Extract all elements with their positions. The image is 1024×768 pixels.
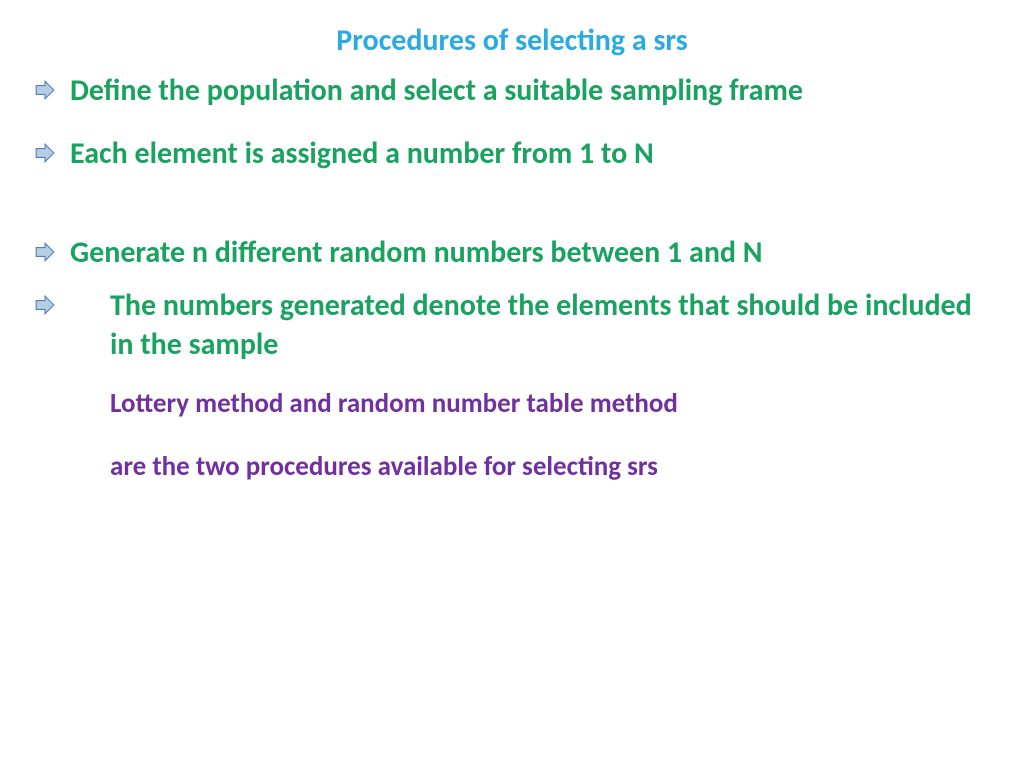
bullet-text: Define the population and select a suita…: [70, 71, 803, 110]
footer-block: Lottery method and random number table m…: [0, 386, 1024, 484]
arrow-bullet-icon: [34, 294, 56, 316]
bullet-list: Define the population and select a suita…: [0, 71, 1024, 364]
footer-line-1: Lottery method and random number table m…: [110, 386, 964, 421]
bullet-text: Generate n different random numbers betw…: [70, 233, 763, 272]
bullet-item: Generate n different random numbers betw…: [0, 233, 1024, 272]
slide-title: Procedures of selecting a srs: [0, 0, 1024, 71]
footer-line-2: are the two procedures available for sel…: [110, 449, 964, 484]
arrow-bullet-icon: [34, 241, 56, 263]
arrow-bullet-icon: [34, 142, 56, 164]
bullet-item: Each element is assigned a number from 1…: [0, 134, 1024, 173]
bullet-item: Define the population and select a suita…: [0, 71, 1024, 110]
arrow-bullet-icon: [34, 79, 56, 101]
bullet-text: Each element is assigned a number from 1…: [70, 134, 654, 173]
bullet-text: The numbers generated denote the element…: [70, 286, 984, 364]
bullet-item: The numbers generated denote the element…: [0, 286, 1024, 364]
